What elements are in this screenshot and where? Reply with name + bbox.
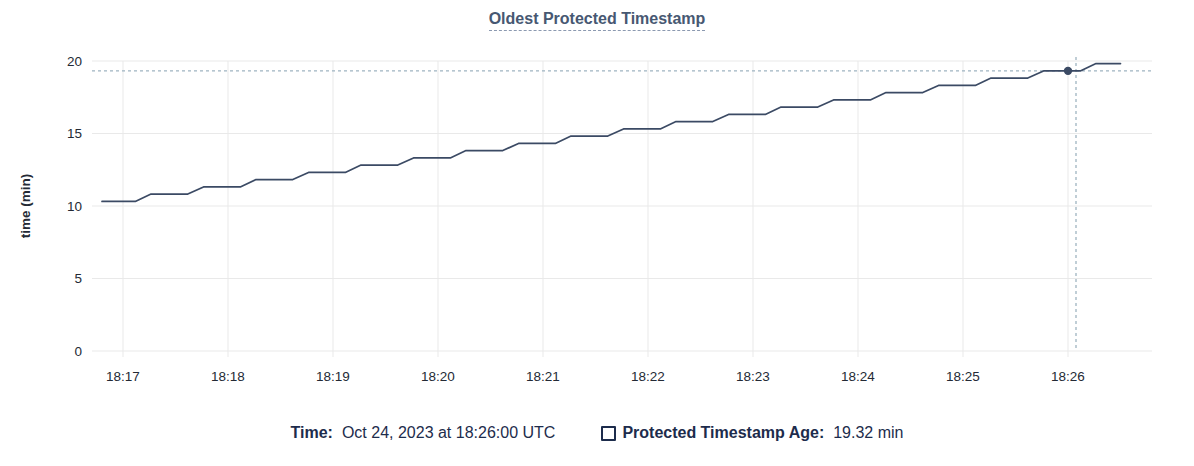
x-tick-label-18:17: 18:17 bbox=[106, 369, 140, 384]
y-tick-label-20: 20 bbox=[67, 54, 82, 69]
series-line-0 bbox=[102, 64, 1121, 202]
x-tick-label-18:26: 18:26 bbox=[1051, 369, 1085, 384]
x-tick-label-18:23: 18:23 bbox=[736, 369, 770, 384]
x-tick-label-18:22: 18:22 bbox=[631, 369, 665, 384]
legend-time-label: Time: bbox=[291, 421, 333, 445]
legend-series-toggle[interactable]: Protected Timestamp Age: 19.32 min bbox=[601, 421, 903, 445]
legend-time-value: Oct 24, 2023 at 18:26:00 UTC bbox=[342, 421, 555, 445]
hover-point-dot bbox=[1064, 67, 1072, 75]
chart-panel: 0 5 10 15 20 18:17 18:18 18:19 18:20 18:21 18:22 18… bbox=[0, 0, 1194, 466]
chart-canvas[interactable]: 0 5 10 15 20 18:17 18:18 18:19 18:20 18:21 18:22 18… bbox=[0, 0, 1194, 410]
x-tick-label-18:18: 18:18 bbox=[211, 369, 245, 384]
series-visibility-checkbox[interactable] bbox=[601, 426, 616, 441]
y-tick-label-0: 0 bbox=[74, 344, 82, 359]
chart-title: Oldest Protected Timestamp bbox=[0, 10, 1194, 28]
y-tick-label-5: 5 bbox=[74, 271, 82, 286]
y-tick-label-10: 10 bbox=[67, 199, 82, 214]
y-tick-label-15: 15 bbox=[67, 126, 82, 141]
legend-time: Time: Oct 24, 2023 at 18:26:00 UTC bbox=[291, 421, 556, 445]
x-tick-label-18:20: 18:20 bbox=[421, 369, 455, 384]
legend-series-label: Protected Timestamp Age: bbox=[622, 421, 824, 445]
x-tick-label-18:19: 18:19 bbox=[316, 369, 350, 384]
x-tick-label-18:21: 18:21 bbox=[526, 369, 560, 384]
chart-title-text[interactable]: Oldest Protected Timestamp bbox=[489, 10, 706, 31]
y-axis-title: time (min) bbox=[18, 174, 33, 239]
x-tick-label-18:24: 18:24 bbox=[841, 369, 875, 384]
x-tick-label-18:25: 18:25 bbox=[946, 369, 980, 384]
chart-legend: Time: Oct 24, 2023 at 18:26:00 UTC Prote… bbox=[0, 421, 1194, 445]
legend-series-value: 19.32 min bbox=[833, 421, 903, 445]
